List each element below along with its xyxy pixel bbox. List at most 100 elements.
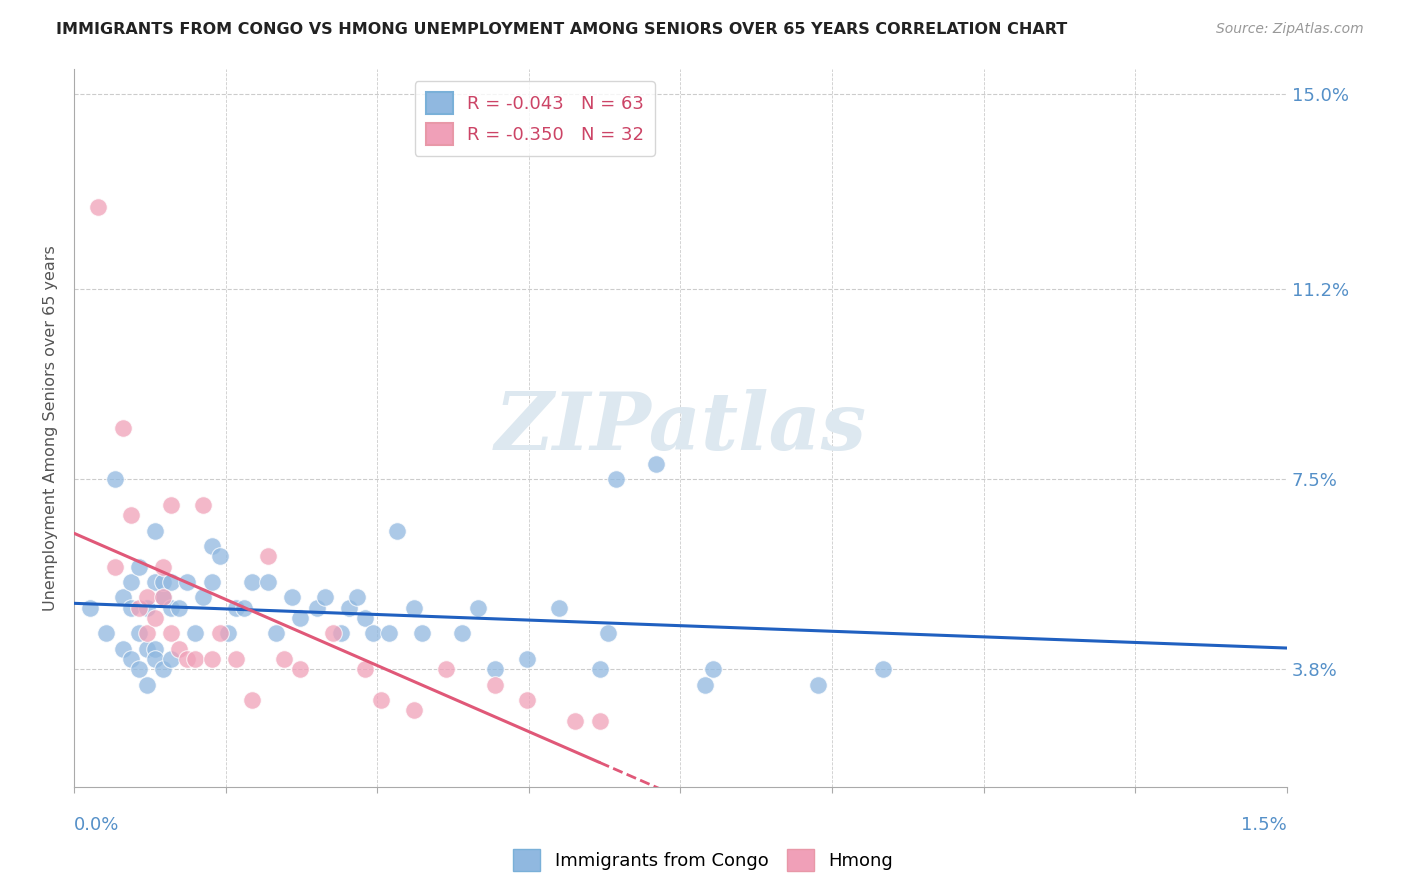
- Text: 0.0%: 0.0%: [75, 815, 120, 834]
- Point: [467, 600, 489, 615]
- Point: [451, 626, 474, 640]
- Point: [79, 600, 101, 615]
- Point: [516, 693, 538, 707]
- Point: [872, 662, 894, 676]
- Point: [378, 626, 401, 640]
- Point: [193, 591, 215, 605]
- Point: [200, 574, 222, 589]
- Point: [225, 652, 247, 666]
- Point: [120, 574, 142, 589]
- Point: [208, 549, 231, 564]
- Point: [200, 652, 222, 666]
- Point: [111, 421, 134, 435]
- Point: [370, 693, 392, 707]
- Point: [176, 574, 198, 589]
- Point: [111, 641, 134, 656]
- Point: [290, 611, 312, 625]
- Point: [337, 600, 360, 615]
- Point: [484, 678, 506, 692]
- Point: [281, 591, 304, 605]
- Point: [361, 626, 384, 640]
- Point: [143, 524, 166, 538]
- Point: [120, 508, 142, 523]
- Point: [290, 662, 312, 676]
- Point: [128, 662, 150, 676]
- Point: [645, 457, 668, 471]
- Point: [184, 626, 207, 640]
- Text: 1.5%: 1.5%: [1241, 815, 1286, 834]
- Point: [167, 641, 190, 656]
- Point: [225, 600, 247, 615]
- Point: [588, 662, 610, 676]
- Point: [564, 714, 586, 728]
- Point: [240, 574, 263, 589]
- Point: [160, 498, 183, 512]
- Point: [152, 559, 174, 574]
- Point: [152, 591, 174, 605]
- Point: [184, 652, 207, 666]
- Point: [143, 652, 166, 666]
- Text: IMMIGRANTS FROM CONGO VS HMONG UNEMPLOYMENT AMONG SENIORS OVER 65 YEARS CORRELAT: IMMIGRANTS FROM CONGO VS HMONG UNEMPLOYM…: [56, 22, 1067, 37]
- Point: [135, 641, 157, 656]
- Point: [160, 626, 183, 640]
- Point: [257, 574, 280, 589]
- Point: [232, 600, 254, 615]
- Point: [693, 678, 716, 692]
- Point: [516, 652, 538, 666]
- Point: [434, 662, 457, 676]
- Point: [605, 472, 627, 486]
- Point: [103, 472, 125, 486]
- Point: [322, 626, 344, 640]
- Point: [411, 626, 433, 640]
- Point: [87, 200, 110, 214]
- Point: [167, 600, 190, 615]
- Point: [346, 591, 368, 605]
- Point: [354, 662, 377, 676]
- Point: [588, 714, 610, 728]
- Point: [135, 626, 157, 640]
- Point: [548, 600, 571, 615]
- Point: [200, 539, 222, 553]
- Point: [208, 626, 231, 640]
- Point: [160, 574, 183, 589]
- Point: [484, 662, 506, 676]
- Point: [152, 574, 174, 589]
- Point: [128, 559, 150, 574]
- Point: [143, 611, 166, 625]
- Point: [596, 626, 619, 640]
- Point: [264, 626, 287, 640]
- Point: [143, 641, 166, 656]
- Point: [240, 693, 263, 707]
- Point: [807, 678, 830, 692]
- Point: [135, 591, 157, 605]
- Point: [135, 678, 157, 692]
- Point: [143, 574, 166, 589]
- Point: [305, 600, 328, 615]
- Point: [128, 626, 150, 640]
- Point: [103, 559, 125, 574]
- Point: [387, 524, 409, 538]
- Point: [120, 600, 142, 615]
- Point: [273, 652, 295, 666]
- Point: [402, 703, 425, 717]
- Y-axis label: Unemployment Among Seniors over 65 years: Unemployment Among Seniors over 65 years: [44, 245, 58, 611]
- Point: [702, 662, 724, 676]
- Point: [217, 626, 239, 640]
- Point: [152, 662, 174, 676]
- Point: [120, 652, 142, 666]
- Point: [193, 498, 215, 512]
- Point: [152, 591, 174, 605]
- Point: [128, 600, 150, 615]
- Point: [135, 600, 157, 615]
- Point: [354, 611, 377, 625]
- Point: [160, 652, 183, 666]
- Point: [329, 626, 352, 640]
- Legend: Immigrants from Congo, Hmong: Immigrants from Congo, Hmong: [506, 842, 900, 879]
- Point: [111, 591, 134, 605]
- Point: [96, 626, 118, 640]
- Point: [257, 549, 280, 564]
- Point: [160, 600, 183, 615]
- Text: ZIPatlas: ZIPatlas: [495, 389, 866, 467]
- Point: [314, 591, 336, 605]
- Point: [402, 600, 425, 615]
